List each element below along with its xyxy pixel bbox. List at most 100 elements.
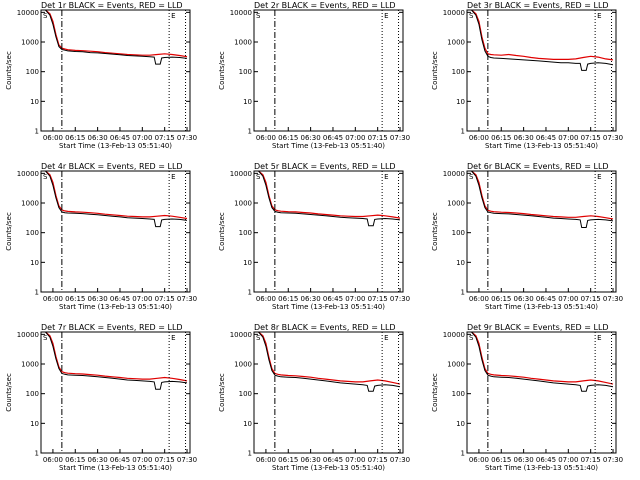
end-marker-label: E (597, 334, 601, 342)
events-series-line (471, 171, 614, 228)
y-tick-label: 100 (452, 390, 465, 398)
y-tick-label: 10 (30, 420, 39, 428)
y-tick-label: 10 (30, 259, 39, 267)
x-tick-label: 06:00 (256, 456, 276, 464)
lld-series-line (471, 10, 614, 61)
y-tick-label: 10000 (17, 9, 39, 17)
x-tick-label: 07:15 (155, 134, 175, 142)
y-tick-label: 10000 (230, 9, 252, 17)
y-axis-label: Counts/sec (431, 373, 439, 412)
y-tick-label: 10 (30, 98, 39, 106)
lld-series-line (258, 171, 401, 219)
x-axis-label: Start Time (13-Feb-13 05:51:40) (272, 464, 385, 472)
x-tick-label: 06:30 (88, 134, 108, 142)
x-tick-label: 06:15 (278, 134, 298, 142)
panel-title: Det 5r BLACK = Events, RED = LLD (254, 162, 396, 171)
panel-title: Det 3r BLACK = Events, RED = LLD (467, 1, 609, 10)
x-tick-label: 06:30 (88, 295, 108, 303)
x-tick-label: 06:00 (469, 134, 489, 142)
start-marker-label: S (469, 12, 474, 20)
panel-title: Det 9r BLACK = Events, RED = LLD (467, 323, 609, 332)
x-tick-label: 06:15 (491, 456, 511, 464)
end-marker-label: E (384, 173, 388, 181)
axes-frame (253, 170, 404, 293)
x-tick-label: 07:00 (558, 134, 578, 142)
y-tick-label: 100 (26, 68, 39, 76)
y-axis-label: Counts/sec (218, 373, 226, 412)
x-tick-label: 06:30 (514, 295, 534, 303)
x-tick-label: 07:00 (132, 456, 152, 464)
panel-title: Det 6r BLACK = Events, RED = LLD (467, 162, 609, 171)
events-series-line (471, 332, 614, 392)
x-tick-label: 06:00 (43, 134, 63, 142)
y-axis-label: Counts/sec (5, 212, 13, 251)
y-tick-label: 1 (35, 128, 39, 136)
x-tick-label: 06:30 (301, 295, 321, 303)
lld-series-line (45, 332, 188, 382)
y-tick-label: 1000 (447, 361, 465, 369)
end-marker-label: E (384, 12, 388, 20)
x-tick-label: 07:00 (558, 456, 578, 464)
y-tick-label: 10000 (443, 9, 465, 17)
x-tick-label: 07:30 (603, 134, 623, 142)
x-axis-label: Start Time (13-Feb-13 05:51:40) (485, 303, 598, 311)
panel-title: Det 4r BLACK = Events, RED = LLD (41, 162, 183, 171)
events-series-line (258, 171, 401, 227)
lld-series-line (45, 10, 188, 58)
x-tick-label: 07:15 (368, 456, 388, 464)
lld-series-line (471, 332, 614, 385)
axes-frame (466, 170, 617, 293)
y-tick-label: 1 (35, 450, 39, 458)
x-tick-label: 06:30 (514, 456, 534, 464)
x-tick-label: 07:15 (155, 295, 175, 303)
lld-series-line (258, 332, 401, 385)
start-marker-label: S (43, 334, 48, 342)
x-tick-label: 06:45 (323, 134, 343, 142)
axes-frame (466, 9, 617, 132)
y-tick-label: 10 (243, 98, 252, 106)
y-tick-label: 10 (456, 98, 465, 106)
start-marker-label: S (43, 173, 48, 181)
x-tick-label: 06:00 (43, 295, 63, 303)
x-tick-label: 06:00 (469, 456, 489, 464)
x-axis-label: Start Time (13-Feb-13 05:51:40) (485, 464, 598, 472)
y-tick-label: 1 (461, 289, 465, 297)
x-tick-label: 06:45 (323, 295, 343, 303)
x-axis-label: Start Time (13-Feb-13 05:51:40) (59, 464, 172, 472)
x-tick-label: 06:00 (469, 295, 489, 303)
start-marker-label: S (469, 334, 474, 342)
x-tick-label: 06:45 (110, 134, 130, 142)
y-tick-label: 10000 (230, 170, 252, 178)
events-series-line (45, 10, 188, 65)
end-marker-label: E (171, 334, 175, 342)
y-tick-label: 1000 (21, 200, 39, 208)
y-tick-label: 1000 (21, 39, 39, 47)
axes-frame (40, 331, 191, 454)
x-tick-label: 07:00 (132, 295, 152, 303)
y-tick-label: 10 (456, 259, 465, 267)
x-axis-label: Start Time (13-Feb-13 05:51:40) (272, 142, 385, 150)
x-tick-label: 07:15 (368, 134, 388, 142)
x-tick-label: 06:15 (65, 456, 85, 464)
x-tick-label: 07:30 (177, 134, 197, 142)
x-tick-label: 07:30 (603, 295, 623, 303)
y-tick-label: 10 (243, 259, 252, 267)
y-tick-label: 100 (239, 390, 252, 398)
start-marker-label: S (256, 334, 261, 342)
y-tick-label: 100 (452, 229, 465, 237)
x-tick-label: 07:15 (581, 456, 601, 464)
end-marker-label: E (597, 173, 601, 181)
panel-title: Det 1r BLACK = Events, RED = LLD (41, 1, 183, 10)
x-tick-label: 07:15 (368, 295, 388, 303)
x-tick-label: 06:30 (301, 134, 321, 142)
x-tick-label: 07:00 (132, 134, 152, 142)
y-tick-label: 100 (452, 68, 465, 76)
y-tick-label: 10 (243, 420, 252, 428)
start-marker-label: S (256, 12, 261, 20)
x-tick-label: 06:15 (491, 134, 511, 142)
